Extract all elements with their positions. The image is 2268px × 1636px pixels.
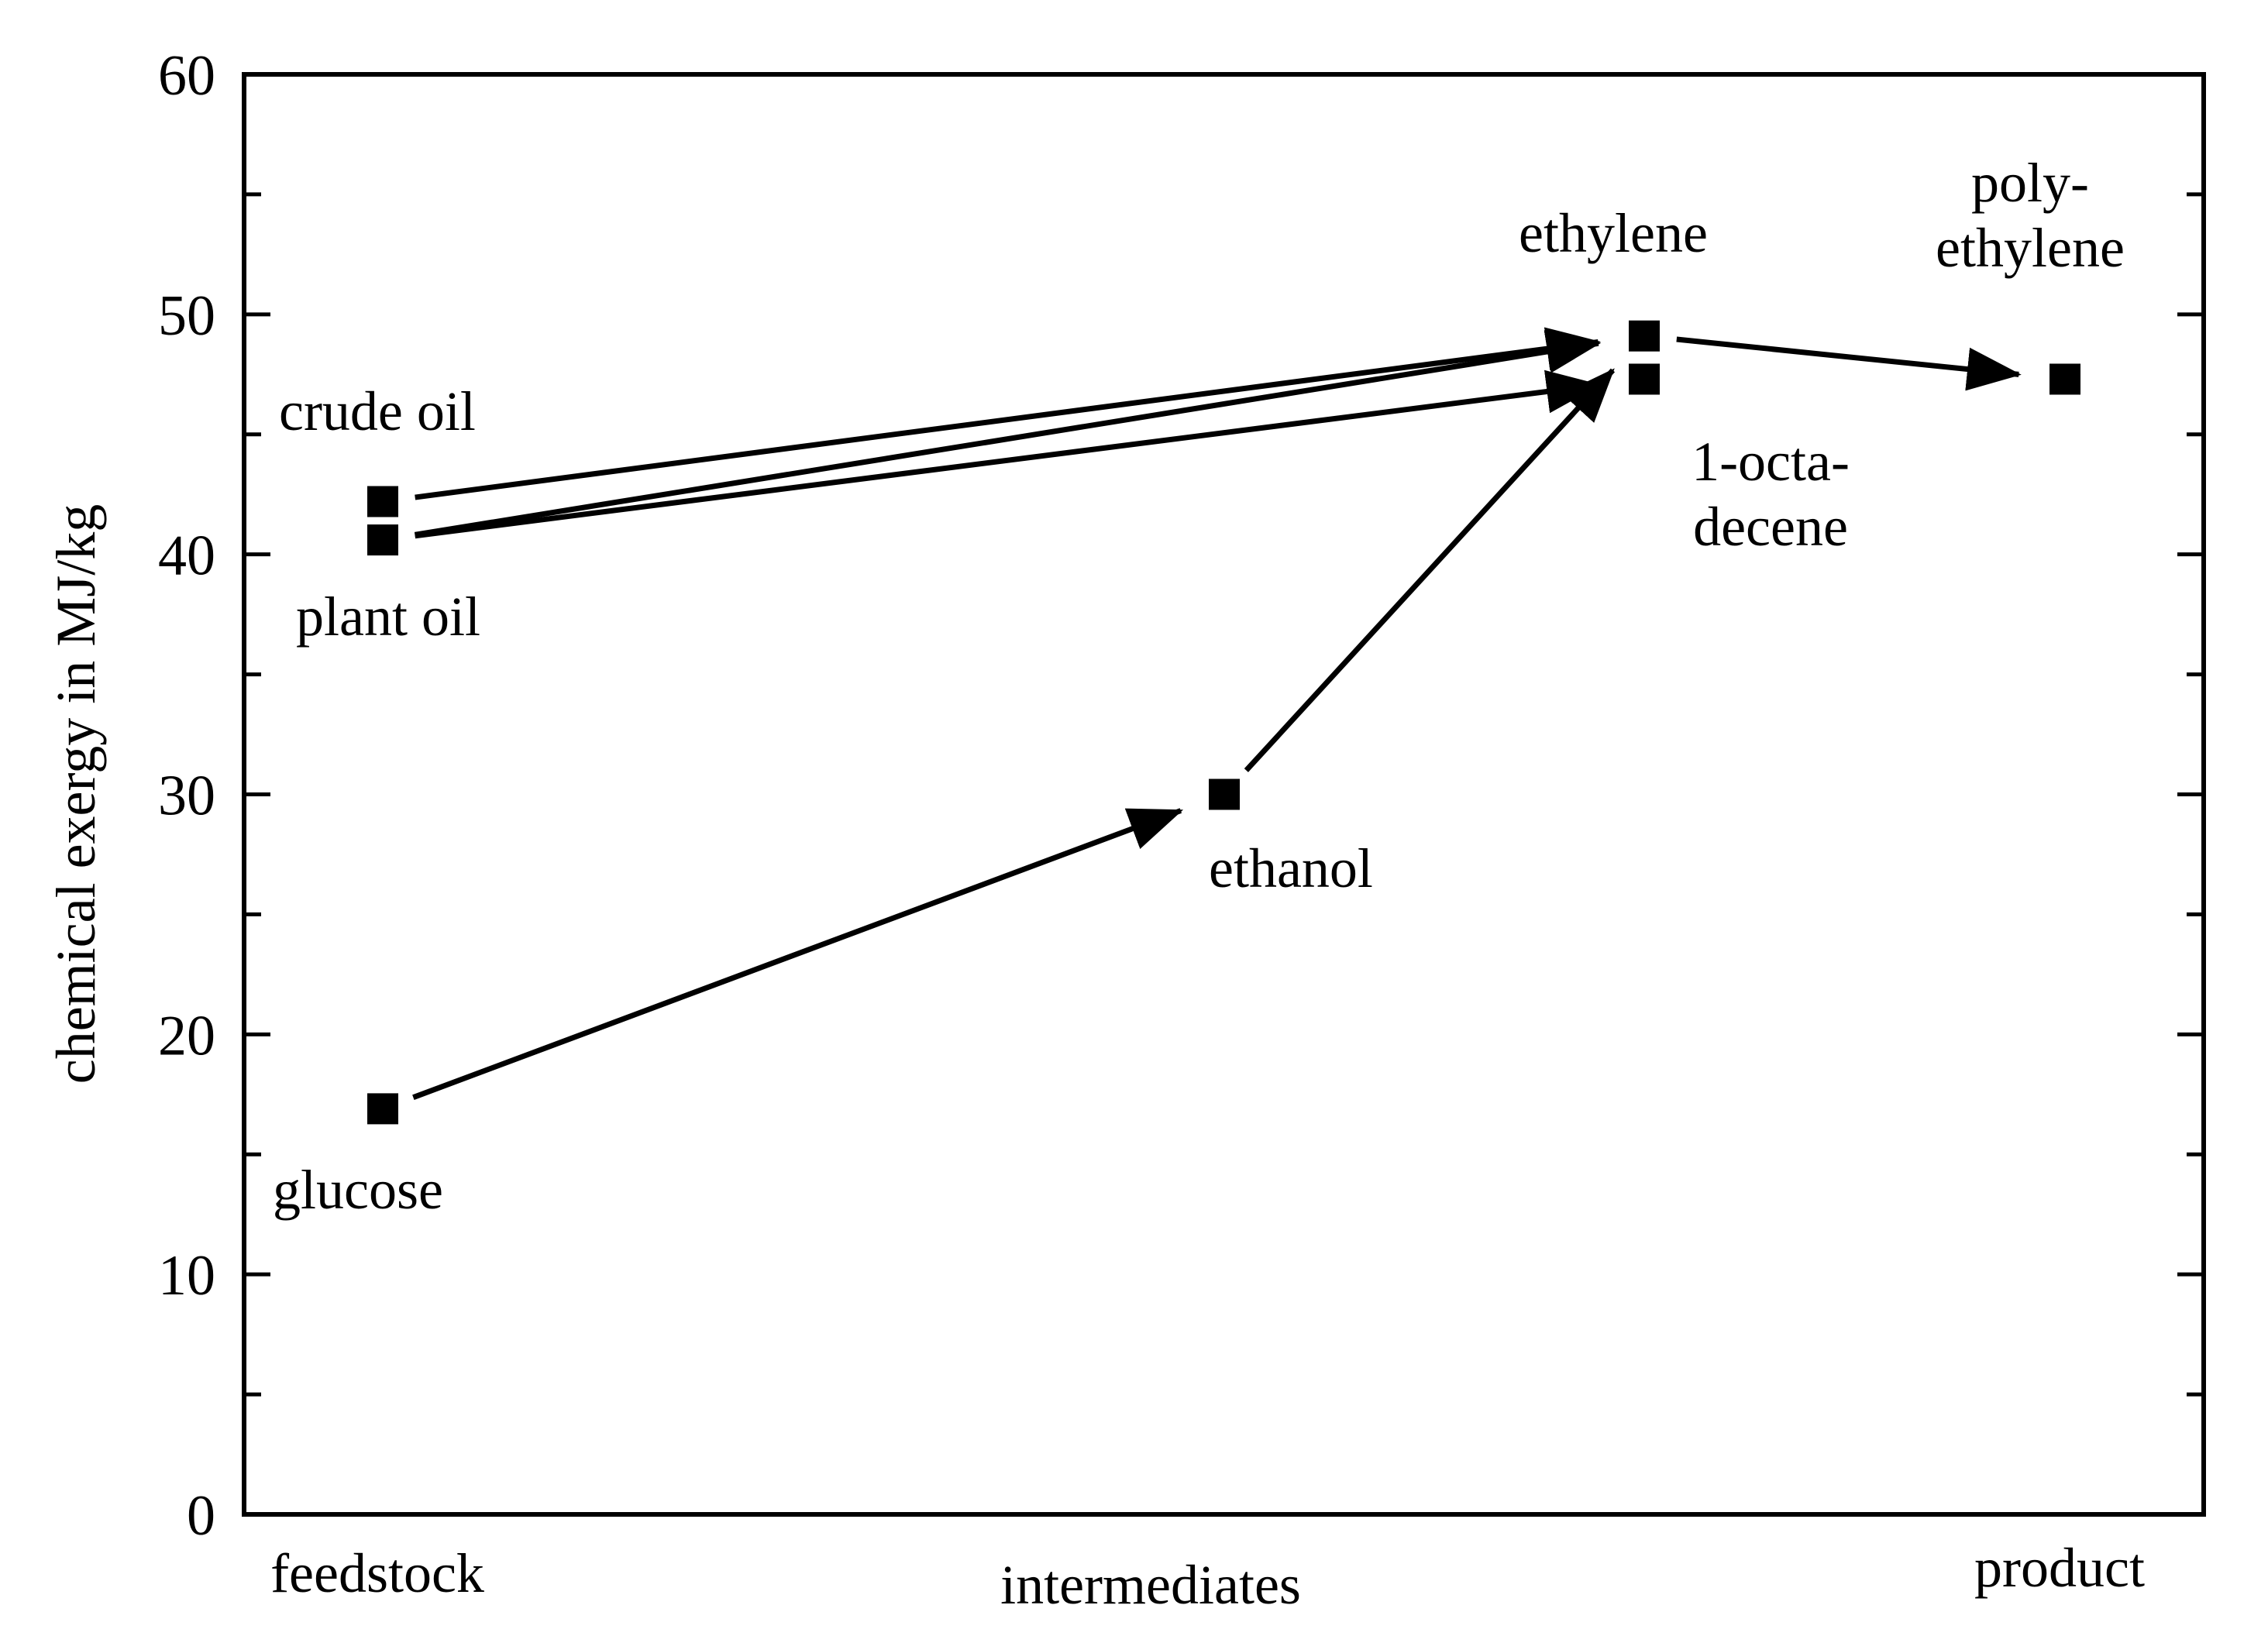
stage-label-product: product xyxy=(1974,1537,2145,1599)
arrow-ethanol-to-ethylene xyxy=(1244,368,1616,772)
point-plant-oil xyxy=(367,524,398,556)
y-tick-label: 20 xyxy=(158,1004,215,1067)
point-label-group: crude oil plant oil glucose ethanol ethylene… xyxy=(273,152,2125,1221)
y-axis-tick-labels: 0 10 20 30 40 50 60 xyxy=(158,44,215,1548)
stage-label-feedstock: feedstock xyxy=(270,1542,484,1604)
label-octadecene: 1-octa- xyxy=(1692,431,1850,493)
y-tick-label: 40 xyxy=(158,524,215,588)
arrow-plant-oil-to-ethylene xyxy=(414,330,1602,538)
point-glucose xyxy=(367,1093,398,1125)
arrow-ethylene-to-polyethylene xyxy=(1676,336,2022,391)
y-tick-label: 50 xyxy=(158,284,215,348)
y-tick-label: 10 xyxy=(158,1244,215,1308)
point-group xyxy=(367,320,2080,1125)
point-octadecene xyxy=(1629,363,1660,395)
label-plant-oil: plant oil xyxy=(296,586,480,648)
label-crude-oil: crude oil xyxy=(279,380,476,442)
y-tick-label: 0 xyxy=(187,1484,215,1548)
point-polyethylene xyxy=(2049,363,2080,395)
point-ethanol xyxy=(1209,778,1240,810)
label-polyethylene: poly- xyxy=(1971,152,2089,214)
y-axis-title: chemical exergy in MJ/kg xyxy=(45,504,107,1084)
arrow-crude-oil-to-ethylene xyxy=(415,327,1601,500)
y-axis-right-ticks xyxy=(2177,192,2204,1397)
label-ethylene: ethylene xyxy=(1519,202,1708,264)
label-polyethylene: ethylene xyxy=(1936,217,2125,279)
y-axis-left-ticks xyxy=(244,192,270,1397)
arrow-glucose-to-ethanol xyxy=(412,808,1184,1100)
stage-label-group: feedstock intermediates product xyxy=(270,1537,2145,1616)
point-crude-oil xyxy=(367,486,398,517)
y-tick-label: 30 xyxy=(158,765,215,828)
y-tick-label: 60 xyxy=(158,44,215,108)
arrow-group xyxy=(412,327,2022,1100)
label-octadecene: decene xyxy=(1693,496,1848,558)
label-ethanol: ethanol xyxy=(1209,837,1373,899)
label-glucose: glucose xyxy=(273,1159,443,1221)
point-ethylene xyxy=(1629,320,1660,352)
stage-label-intermediates: intermediates xyxy=(1000,1554,1301,1616)
arrow-plant-oil-to-octadecene xyxy=(415,369,1601,539)
